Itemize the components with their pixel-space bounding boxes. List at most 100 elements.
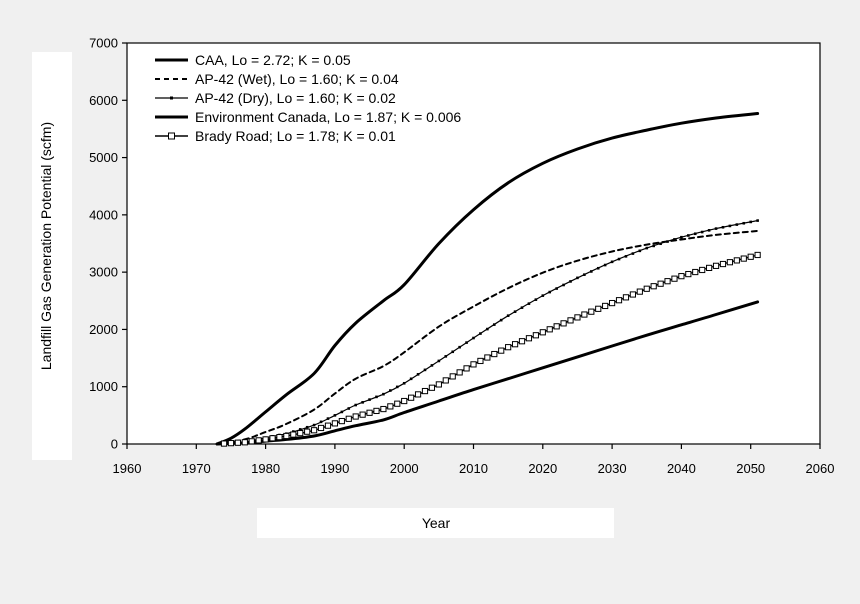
series-line [215, 112, 760, 446]
series-point [269, 435, 276, 442]
series-point [574, 314, 581, 321]
series-point [546, 326, 553, 333]
series-point [375, 395, 378, 399]
legend-marker [170, 96, 173, 100]
series-point [749, 220, 752, 224]
x-tick-label: 2040 [667, 461, 696, 476]
legend-label: AP-42 (Dry), Lo = 1.60; K = 0.02 [195, 90, 396, 106]
x-tick-label: 2010 [459, 461, 488, 476]
legend-item: AP-42 (Dry), Lo = 1.60; K = 0.02 [155, 90, 396, 106]
series-point [622, 294, 630, 301]
series-point [402, 381, 406, 385]
series-point [276, 434, 283, 441]
y-tick-label: 6000 [89, 93, 118, 108]
series-point [470, 361, 477, 368]
ylabel-panel [32, 52, 72, 460]
series-point [340, 410, 344, 414]
series-point [359, 411, 366, 418]
series-point [511, 341, 519, 348]
legend-item: AP-42 (Wet), Lo = 1.60; K = 0.04 [155, 71, 399, 87]
series-point [312, 423, 316, 427]
x-tick-label: 2000 [390, 461, 419, 476]
y-tick-label: 2000 [89, 322, 118, 337]
series-point [518, 338, 526, 345]
legend-label: Environment Canada, Lo = 1.87; K = 0.006 [195, 109, 461, 125]
series-point [650, 283, 657, 290]
series-point [304, 428, 311, 435]
series-point [451, 350, 455, 354]
series-point [416, 373, 420, 376]
series-point [220, 440, 228, 447]
series-point [733, 257, 740, 264]
series-ap42-wet [216, 229, 759, 445]
series-point [560, 320, 567, 327]
x-axis: 1960 1970 1980 1990 2000 2010 2020 2030 2040 2050… [113, 444, 835, 476]
series-point [636, 288, 643, 295]
series-point [678, 273, 685, 280]
series-point [366, 409, 373, 416]
series-point [331, 420, 338, 427]
series-point [629, 291, 636, 298]
x-tick-label: 1980 [251, 461, 280, 476]
series-point [541, 294, 545, 297]
series-point [492, 323, 496, 326]
series-point [567, 317, 574, 324]
legend-item: CAA, Lo = 2.72; K = 0.05 [155, 52, 351, 68]
series-line [216, 229, 759, 445]
series-point [664, 278, 671, 285]
series-point [241, 439, 248, 446]
series-point [624, 255, 628, 258]
series-point [373, 407, 380, 415]
series-point [401, 397, 408, 405]
series-point [387, 403, 394, 410]
series-point [484, 354, 491, 361]
series-point [297, 430, 304, 437]
series-point [714, 227, 718, 230]
series-point [479, 332, 482, 335]
series-point [472, 336, 475, 340]
series-point [345, 415, 352, 422]
series-point [262, 436, 269, 443]
series-point [699, 266, 706, 274]
series-point [352, 413, 359, 420]
series-point [382, 392, 385, 396]
series-caa [215, 112, 760, 446]
series-point [706, 264, 713, 272]
series-point [534, 298, 538, 301]
series-point [298, 428, 302, 431]
series-point [595, 305, 602, 312]
x-tick-label: 2060 [806, 461, 835, 476]
series-point [719, 260, 727, 268]
series-point [673, 238, 676, 241]
legend-item: Environment Canada, Lo = 1.87; K = 0.006 [155, 109, 461, 125]
series-point [590, 270, 593, 273]
x-tick-label: 1990 [320, 461, 349, 476]
series-point [449, 373, 456, 380]
series-point [326, 417, 330, 420]
series-point [680, 235, 683, 239]
series-point [505, 344, 512, 351]
series-point [726, 259, 734, 266]
series-point [338, 417, 345, 425]
series-point [609, 299, 616, 307]
x-tick-label: 1960 [113, 461, 142, 476]
series-point [657, 280, 664, 287]
x-tick-label: 2030 [598, 461, 627, 476]
x-axis-title: Year [422, 515, 451, 531]
series-point [333, 414, 337, 417]
series-point [423, 368, 427, 372]
series-point [603, 263, 607, 267]
series-point [283, 432, 290, 440]
y-tick-label: 0 [111, 437, 118, 452]
series-point [319, 420, 323, 424]
series-point [756, 219, 759, 222]
legend-item: Brady Road; Lo = 1.78; K = 0.01 [155, 128, 396, 144]
series-point [707, 229, 711, 232]
series-point [740, 255, 747, 262]
series-point [408, 394, 415, 401]
series-point [615, 297, 623, 304]
series-point [610, 260, 614, 264]
series-point [499, 318, 503, 322]
series-point [458, 345, 461, 349]
series-point [456, 369, 463, 376]
